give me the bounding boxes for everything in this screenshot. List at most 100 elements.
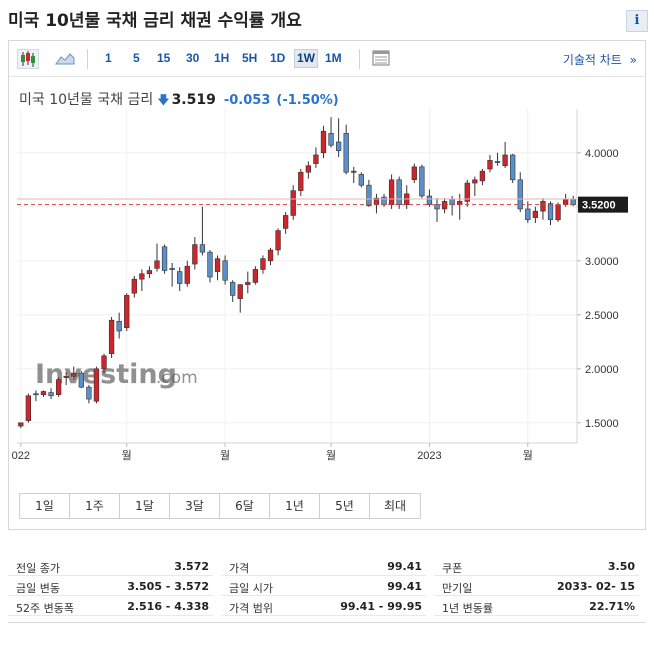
candle-body-up [184,265,190,284]
candle-body-up [101,355,107,370]
stat-price-range: 가격 범위 99.41 - 99.95 [221,596,426,616]
candle-body-up [441,201,448,210]
stat-label: 52주 변동폭 [16,602,74,615]
chart-toolbar: 1 5 15 30 1H 5H 1D 1W 1M 기술적 차트 » [9,41,645,77]
range-1week[interactable]: 1주 [70,494,120,518]
candle [555,202,561,222]
period-1d[interactable]: 1D [270,51,286,65]
area-chart-icon[interactable] [55,49,77,69]
period-15[interactable]: 15 [157,51,171,65]
candle [222,255,228,285]
candle [139,269,145,292]
range-1year[interactable]: 1년 [270,494,320,518]
candle [494,152,501,166]
price-chart[interactable]: Investing .com 4.00003.50003.00002.50002… [9,41,645,489]
candle [426,189,433,207]
candle [388,174,395,209]
quote-line: 미국 10년물 국채 금리 🡇 3.519 -0.053 (-1.50%) [19,89,339,112]
range-1month[interactable]: 1달 [120,494,170,518]
candle [275,228,281,256]
range-5year[interactable]: 5년 [320,494,370,518]
candle-body-down [343,133,349,173]
technical-chart-link[interactable]: 기술적 차트 » [563,51,637,68]
period-1h[interactable]: 1H [214,51,230,65]
candle [214,255,221,281]
candlestick-chart-icon[interactable] [17,49,39,69]
quote-change: -0.053 [223,93,271,108]
candle-body-up [124,295,130,329]
candle-body-up [555,204,561,221]
candle-body-up [472,179,478,184]
chart-panel: 1 5 15 30 1H 5H 1D 1W 1M 기술적 차트 » [8,40,646,530]
double-chevron-right-icon: » [629,53,637,67]
candle-body-up [25,395,31,421]
y-tick-label: 2.5000 [585,310,619,322]
range-3month[interactable]: 3달 [170,494,220,518]
candle [358,172,364,188]
candle-body-down [419,166,425,197]
candle [124,293,130,331]
candle-body-up [71,372,77,377]
period-30[interactable]: 30 [186,51,200,65]
candle [464,179,470,207]
candle [313,147,319,168]
candles-layer [18,117,576,429]
period-1w[interactable]: 1W [294,49,318,68]
candle [320,125,327,159]
y-tick-label: 3.0000 [585,256,619,268]
stats-column-2: 가격 99.41 금일 시가 99.41 가격 범위 99.41 - 99.95 [221,556,426,616]
price-tag-background [578,196,628,213]
candle-body-up [55,379,62,396]
range-1day[interactable]: 1일 [20,494,70,518]
candle-body-up [154,260,160,269]
info-button[interactable]: i [626,10,648,32]
candle [93,366,100,404]
candle [479,169,486,186]
candle-body-down [116,320,122,332]
period-1m[interactable]: 1M [325,51,342,65]
candle-body-down [48,392,54,397]
stat-day-range: 금일 변동 3.505 - 3.572 [8,576,213,596]
candle [404,185,410,209]
candle [230,280,236,302]
stat-value: 3.572 [174,560,209,573]
candle [199,206,206,256]
candle [373,193,380,214]
candle [169,262,175,287]
candle-body-down [570,198,576,205]
candle [351,166,357,184]
stat-value: 99.41 [387,580,422,593]
candle [305,161,311,179]
candle [161,244,168,274]
period-5h[interactable]: 5H [242,51,258,65]
candle [154,243,160,272]
page-title: 미국 10년물 국채 금리 채권 수익률 개요 [8,11,302,31]
range-max[interactable]: 최대 [370,494,420,518]
candle-body-up [267,249,274,262]
candle [510,153,516,184]
period-1[interactable]: 1 [105,51,112,65]
candle [411,163,417,184]
stat-label: 가격 [229,562,250,575]
stat-value: 22.71% [589,600,635,613]
candle [237,284,243,313]
technical-chart-label: 기술적 차트 [562,53,622,67]
candle [116,312,122,339]
candle [146,266,153,279]
candle [131,275,137,298]
axis-layer: 4.00003.50003.00002.50002.00001.5000022월… [12,109,619,462]
stat-open: 금일 시가 99.41 [221,576,426,596]
candle-body-up [464,182,470,202]
candle-body-up [487,160,493,170]
y-tick-label: 2.0000 [585,364,619,376]
candle [343,124,349,175]
period-5[interactable]: 5 [133,51,140,65]
table-view-icon[interactable] [371,49,393,69]
candle-body-down [510,154,516,181]
x-tick-label: 022 [12,450,30,462]
candle [366,179,372,207]
candle [396,176,402,209]
range-6month[interactable]: 6달 [220,494,270,518]
candle [252,266,259,285]
